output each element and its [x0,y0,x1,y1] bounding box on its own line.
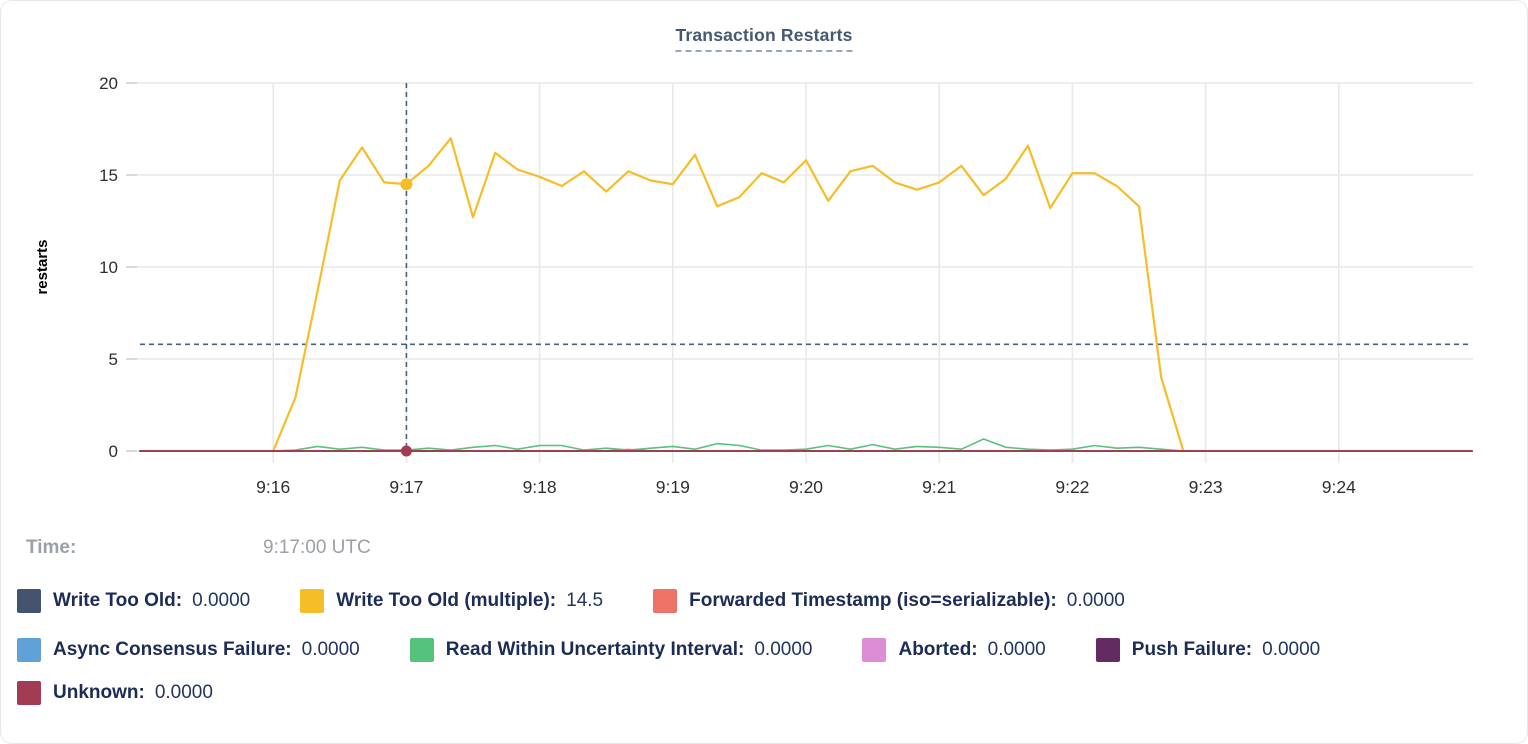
legend-value: 0.0000 [154,682,213,703]
legend-label: Push Failure: [1131,639,1253,660]
gridlines: 0 5 10 15 20 9:16 9:17 9:18 9:19 9:20 9:21 9:22 9:23… [99,74,1473,497]
time-value: 9:17:00 UTC [263,537,371,558]
legend-label: Read Within Uncertainty Interval: [445,639,745,660]
legend-value: 0.0000 [192,590,251,611]
legend-item-read-within-uncertainty-interval[interactable]: Read Within Uncertainty Interval: 0.0000 [409,638,813,662]
legend-label: Write Too Old (multiple): [336,590,557,611]
hover-time-row: Time: 9:17:00 UTC [26,537,1506,559]
legend-swatch-push-failure [1095,638,1120,662]
legend-value: 0.0000 [1262,639,1321,660]
transaction-restarts-chart[interactable]: 0 5 10 15 20 9:16 9:17 9:18 9:19 9:20 9:21 9:22 9:23… [1,1,1528,516]
y-tick-label: 15 [99,166,118,185]
hover-points [400,178,413,457]
chart-area[interactable]: 0 5 10 15 20 9:16 9:17 9:18 9:19 9:20 9:21 9:22 9:23… [1,1,1528,516]
chart-title[interactable]: Transaction Restarts [675,25,853,52]
y-tick-label: 10 [99,258,118,277]
series-write-too-old-multiple-line [272,137,1185,453]
legend-swatch-write-too-old-multiple [300,589,325,613]
legend-value: 0.0000 [987,639,1046,660]
legend-item-write-too-old[interactable]: Write Too Old: 0.0000 [17,589,250,613]
legend-label: Unknown: [53,682,145,703]
series-lines [139,137,1473,453]
legend-value: 14.5 [566,590,604,611]
legend-label: Write Too Old: [53,590,183,611]
legend-label: Forwarded Timestamp (iso=serializable): [689,590,1057,611]
x-tick-label: 9:18 [523,477,557,497]
legend-item-write-too-old-multiple[interactable]: Write Too Old (multiple): 14.5 [300,589,603,613]
time-label: Time: [26,537,77,558]
legend-item-aborted[interactable]: Aborted: 0.0000 [862,638,1046,662]
x-tick-label: 9:19 [656,477,690,497]
x-tick-label: 9:17 [389,477,423,497]
legend-row-1: Write Too Old: 0.0000 Write Too Old (multi… [17,589,1125,613]
legend-item-unknown[interactable]: Unknown: 0.0000 [17,681,213,705]
x-tick-label: 9:24 [1322,477,1356,497]
legend-swatch-async-consensus-failure [17,638,41,662]
x-tick-label: 9:21 [922,477,956,497]
legend-label: Async Consensus Failure: [53,639,292,660]
legend-swatch-unknown [17,681,41,705]
x-tick-label: 9:23 [1189,477,1223,497]
legend-value: 0.0000 [754,639,813,660]
legend-item-push-failure[interactable]: Push Failure: 0.0000 [1095,638,1321,662]
y-tick-label: 20 [99,74,118,93]
legend-label: Aborted: [898,639,978,660]
legend-item-forwarded-timestamp-iso-serializable[interactable]: Forwarded Timestamp (iso=serializable): 0… [653,589,1125,613]
y-tick-label: 0 [109,442,118,461]
legend-row-2: Async Consensus Failure: 0.0000 Read Withi… [17,638,1320,662]
legend-swatch-aborted [862,638,887,662]
hover-crosshair [140,83,1472,451]
hover-point-unknown [400,445,412,457]
x-tick-label: 9:16 [256,477,290,497]
y-tick-label: 5 [109,350,118,369]
legend-item-async-consensus-failure[interactable]: Async Consensus Failure: 0.0000 [17,638,360,662]
legend-swatch-write-too-old [17,589,41,613]
legend-swatch-forwarded-timestamp-iso-serializable [653,589,678,613]
legend-swatch-read-within-uncertainty-interval [409,638,434,662]
legend-row-3: Unknown: 0.0000 [17,681,213,705]
hover-point-write-too-old-multiple [400,178,413,191]
legend-value: 0.0000 [1066,590,1125,611]
y-axis-label: restarts [34,239,51,294]
x-tick-label: 9:20 [789,477,823,497]
x-tick-label: 9:22 [1055,477,1089,497]
legend-value: 0.0000 [301,639,360,660]
